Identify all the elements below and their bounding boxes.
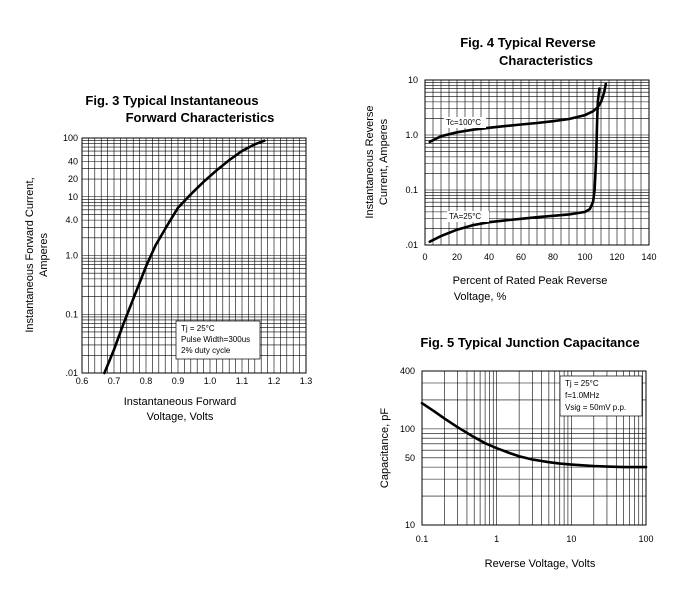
fig4-series-label: Tc=100°C [446,118,481,127]
fig4-x-axis-label: Voltage, % [454,291,507,303]
x-tick-label: 0 [422,252,427,262]
fig3-x-axis-label: Instantaneous Forward [124,396,237,408]
x-tick-label: 140 [641,252,656,262]
fig3-series-line [103,139,266,375]
fig4-y-axis-label: Current, Amperes [378,118,390,205]
fig4-chart: Fig. 4 Typical Reverse Characteristics 0 20… [364,35,657,303]
y-tick-label: 100 [400,424,415,434]
fig5-title-line: Fig. 5 Typical Junction Capacitance [420,335,639,350]
fig5-annotation-line: Vsig = 50mV p.p. [565,403,626,412]
x-tick-label: 1 [494,534,499,544]
y-tick-label: 50 [405,453,415,463]
fig5-x-axis-label: Reverse Voltage, Volts [485,558,596,570]
fig5-annotation-line: f=1.0MHz [565,391,599,400]
y-tick-label: 10 [68,192,78,202]
x-tick-label: 1.3 [300,376,313,386]
fig5-annotation-line: Tj = 25°C [565,379,599,388]
fig5-plot-frame [421,370,647,526]
series-label-bg [444,117,486,128]
y-tick-label: 10 [408,75,418,85]
fig4-x-axis-label: Percent of Rated Peak Reverse [453,275,608,287]
fig5-series-line [420,401,648,469]
x-tick-label: 0.7 [108,376,121,386]
x-tick-label: 100 [577,252,592,262]
fig3-x-axis-label: Voltage, Volts [147,411,214,423]
x-tick-label: 100 [638,534,653,544]
fig3-title-line: Forward Characteristics [126,110,275,125]
fig5-y-axis-label: Capacitance, pF [379,408,391,488]
fig3-plot-frame [81,137,307,374]
y-tick-label: 0.1 [65,309,78,319]
x-tick-label: 0.6 [76,376,89,386]
y-tick-label: 20 [68,174,78,184]
y-tick-label: 100 [63,133,78,143]
y-tick-label: .01 [65,368,78,378]
series-label-bg [447,211,489,222]
y-tick-label: 40 [68,156,78,166]
y-tick-label: 400 [400,366,415,376]
y-tick-label: 10 [405,520,415,530]
fig4-title-line: Characteristics [499,53,593,68]
x-tick-label: 0.8 [140,376,153,386]
y-tick-label: .01 [405,240,418,250]
fig3-annotation-line: Pulse Width=300us [181,335,250,344]
fig4-series-line [428,87,601,243]
x-tick-label: 0.1 [416,534,429,544]
fig3-chart: Fig. 3 Typical Instantaneous Forward Char… [24,93,312,423]
fig4-series-label: TA=25°C [449,212,481,221]
fig5-annotation-box [559,375,643,417]
y-tick-label: 1.0 [405,130,418,140]
fig4-plot-frame [424,79,650,246]
x-tick-label: 1.0 [204,376,217,386]
fig4-y-axis-label: Instantaneous Reverse [364,105,376,218]
x-tick-label: 0.9 [172,376,185,386]
y-tick-label: 1.0 [65,251,78,261]
fig5-chart: Fig. 5 Typical Junction Capacitance 0.1 1 1… [379,335,654,570]
x-tick-label: 1.2 [268,376,281,386]
fig3-annotation-box [175,320,261,360]
x-tick-label: 120 [609,252,624,262]
fig3-annotation-line: Tj = 25°C [181,324,215,333]
fig4-series-line [428,82,608,144]
x-tick-label: 1.1 [236,376,249,386]
x-tick-label: 10 [566,534,576,544]
fig3-y-axis-label: Amperes [38,232,50,277]
fig4-grid [424,79,650,246]
fig4-title-line: Fig. 4 Typical Reverse [460,35,596,50]
x-tick-label: 60 [516,252,526,262]
x-tick-label: 40 [484,252,494,262]
x-tick-label: 80 [548,252,558,262]
y-tick-label: 0.1 [405,185,418,195]
fig3-annotation-line: 2% duty cycle [181,346,231,355]
x-tick-label: 20 [452,252,462,262]
fig3-y-axis-label: Instantaneous Forward Current, [24,177,36,332]
fig3-title-line: Fig. 3 Typical Instantaneous [85,93,258,108]
y-tick-label: 4.0 [65,215,78,225]
